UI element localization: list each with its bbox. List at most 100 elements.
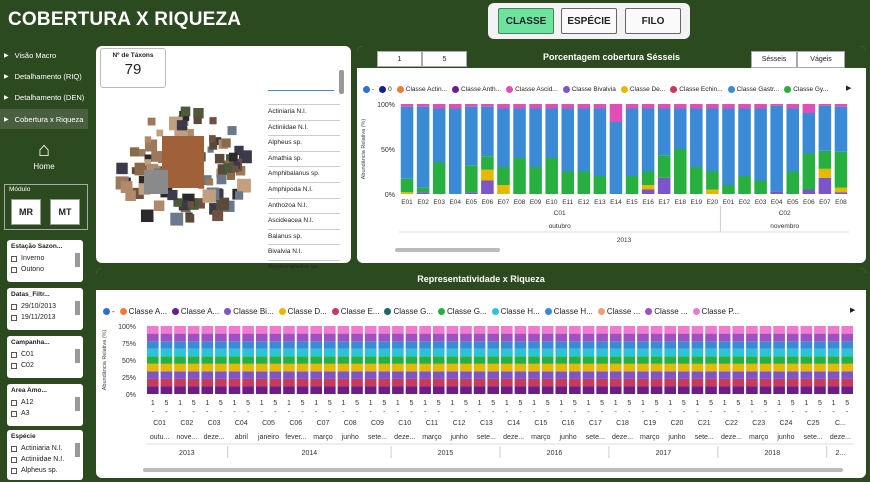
slicer-option[interactable]: A3 <box>11 408 79 419</box>
bar-segment[interactable] <box>678 326 690 334</box>
tab-classe[interactable]: CLASSE <box>498 8 554 34</box>
bar-segment[interactable] <box>529 104 542 109</box>
species-list-item[interactable]: Anthozoa N.I. <box>268 197 340 214</box>
bar-segment[interactable] <box>637 341 649 349</box>
bar-segment[interactable] <box>310 378 322 387</box>
bar-segment[interactable] <box>827 356 840 364</box>
bar-segment[interactable] <box>419 371 431 379</box>
bar-segment[interactable] <box>378 386 391 394</box>
bar-segment[interactable] <box>555 371 568 379</box>
bar-segment[interactable] <box>392 333 404 342</box>
bar-segment[interactable] <box>773 363 785 372</box>
bar-segment[interactable] <box>528 371 540 379</box>
bar-segment[interactable] <box>432 386 445 394</box>
bar-segment[interactable] <box>400 106 414 179</box>
bar-segment[interactable] <box>841 371 853 379</box>
bar-segment[interactable] <box>160 333 173 342</box>
bar-segment[interactable] <box>160 371 173 379</box>
bar-segment[interactable] <box>269 348 282 357</box>
bar-segment[interactable] <box>446 348 459 357</box>
bar-segment[interactable] <box>187 378 200 387</box>
bar-segment[interactable] <box>569 356 581 364</box>
bar-segment[interactable] <box>773 348 785 357</box>
bar-segment[interactable] <box>786 341 799 349</box>
bar-segment[interactable] <box>283 356 295 364</box>
bar-segment[interactable] <box>650 341 663 349</box>
bar-segment[interactable] <box>827 386 840 394</box>
bar-segment[interactable] <box>841 378 853 387</box>
bar-segment[interactable] <box>814 356 826 364</box>
bar-segment[interactable] <box>802 153 816 190</box>
slicer-option[interactable]: 29/10/2013 <box>11 301 79 312</box>
bar-segment[interactable] <box>786 333 799 342</box>
page-button-1[interactable]: 1 <box>377 51 422 67</box>
module-mt-button[interactable]: MT <box>50 199 80 225</box>
bar-segment[interactable] <box>147 363 159 372</box>
bar-segment[interactable] <box>582 363 595 372</box>
bar-segment[interactable] <box>759 348 772 357</box>
bar-segment[interactable] <box>623 356 636 364</box>
bar-segment[interactable] <box>269 326 282 334</box>
bar-segment[interactable] <box>718 386 731 394</box>
bar-segment[interactable] <box>650 371 663 379</box>
bar-segment[interactable] <box>147 341 159 349</box>
bar-segment[interactable] <box>310 326 322 334</box>
checkbox[interactable] <box>11 351 17 358</box>
bar-segment[interactable] <box>623 348 636 357</box>
bar-segment[interactable] <box>732 356 745 364</box>
bar-segment[interactable] <box>497 167 510 185</box>
bar-segment[interactable] <box>296 341 309 349</box>
bar-segment[interactable] <box>561 171 575 195</box>
bar-segment[interactable] <box>324 363 336 372</box>
bar-segment[interactable] <box>582 386 595 394</box>
bar-segment[interactable] <box>623 386 636 394</box>
bar-segment[interactable] <box>337 333 350 342</box>
bar-segment[interactable] <box>473 326 486 334</box>
bar-segment[interactable] <box>242 363 254 372</box>
bar-segment[interactable] <box>641 104 655 109</box>
toggle-sesseis[interactable]: Sésseis <box>751 51 797 68</box>
bar-segment[interactable] <box>691 348 704 357</box>
bar-segment[interactable] <box>514 378 527 387</box>
bar-segment[interactable] <box>514 356 527 364</box>
bar-segment[interactable] <box>228 341 241 349</box>
bar-segment[interactable] <box>283 386 295 394</box>
bar-segment[interactable] <box>528 356 540 364</box>
bar-segment[interactable] <box>174 378 186 387</box>
bar-segment[interactable] <box>228 333 241 342</box>
bar-segment[interactable] <box>187 348 200 357</box>
bar-segment[interactable] <box>296 326 309 334</box>
bar-segment[interactable] <box>706 171 719 190</box>
bar-segment[interactable] <box>691 371 704 379</box>
bar-segment[interactable] <box>296 371 309 379</box>
bar-segment[interactable] <box>732 371 745 379</box>
bar-segment[interactable] <box>623 363 636 372</box>
bar-segment[interactable] <box>609 378 622 387</box>
bar-segment[interactable] <box>841 386 853 394</box>
bar-segment[interactable] <box>664 386 676 394</box>
bar-segment[interactable] <box>255 378 268 387</box>
bar-segment[interactable] <box>569 348 581 357</box>
bar-segment[interactable] <box>201 341 214 349</box>
bar-segment[interactable] <box>637 371 649 379</box>
slicer-option[interactable]: C02 <box>11 360 79 371</box>
bar-segment[interactable] <box>623 341 636 349</box>
bar-segment[interactable] <box>174 363 186 372</box>
bar-segment[interactable] <box>392 363 404 372</box>
bar-segment[interactable] <box>228 326 241 334</box>
bar-segment[interactable] <box>364 386 377 394</box>
bar-segment[interactable] <box>201 348 214 357</box>
bar-segment[interactable] <box>569 378 581 387</box>
bar-segment[interactable] <box>541 341 554 349</box>
bar-segment[interactable] <box>473 378 486 387</box>
bar-segment[interactable] <box>337 326 350 334</box>
bar-segment[interactable] <box>416 106 430 188</box>
bar-segment[interactable] <box>446 386 459 394</box>
species-list-item[interactable]: Bostrycapulus sp. <box>268 259 340 276</box>
bar-segment[interactable] <box>705 356 717 364</box>
bar-segment[interactable] <box>691 333 704 342</box>
bar-segment[interactable] <box>147 356 159 364</box>
bar-segment[interactable] <box>841 348 853 357</box>
bar-segment[interactable] <box>641 171 655 186</box>
bar-segment[interactable] <box>650 356 663 364</box>
